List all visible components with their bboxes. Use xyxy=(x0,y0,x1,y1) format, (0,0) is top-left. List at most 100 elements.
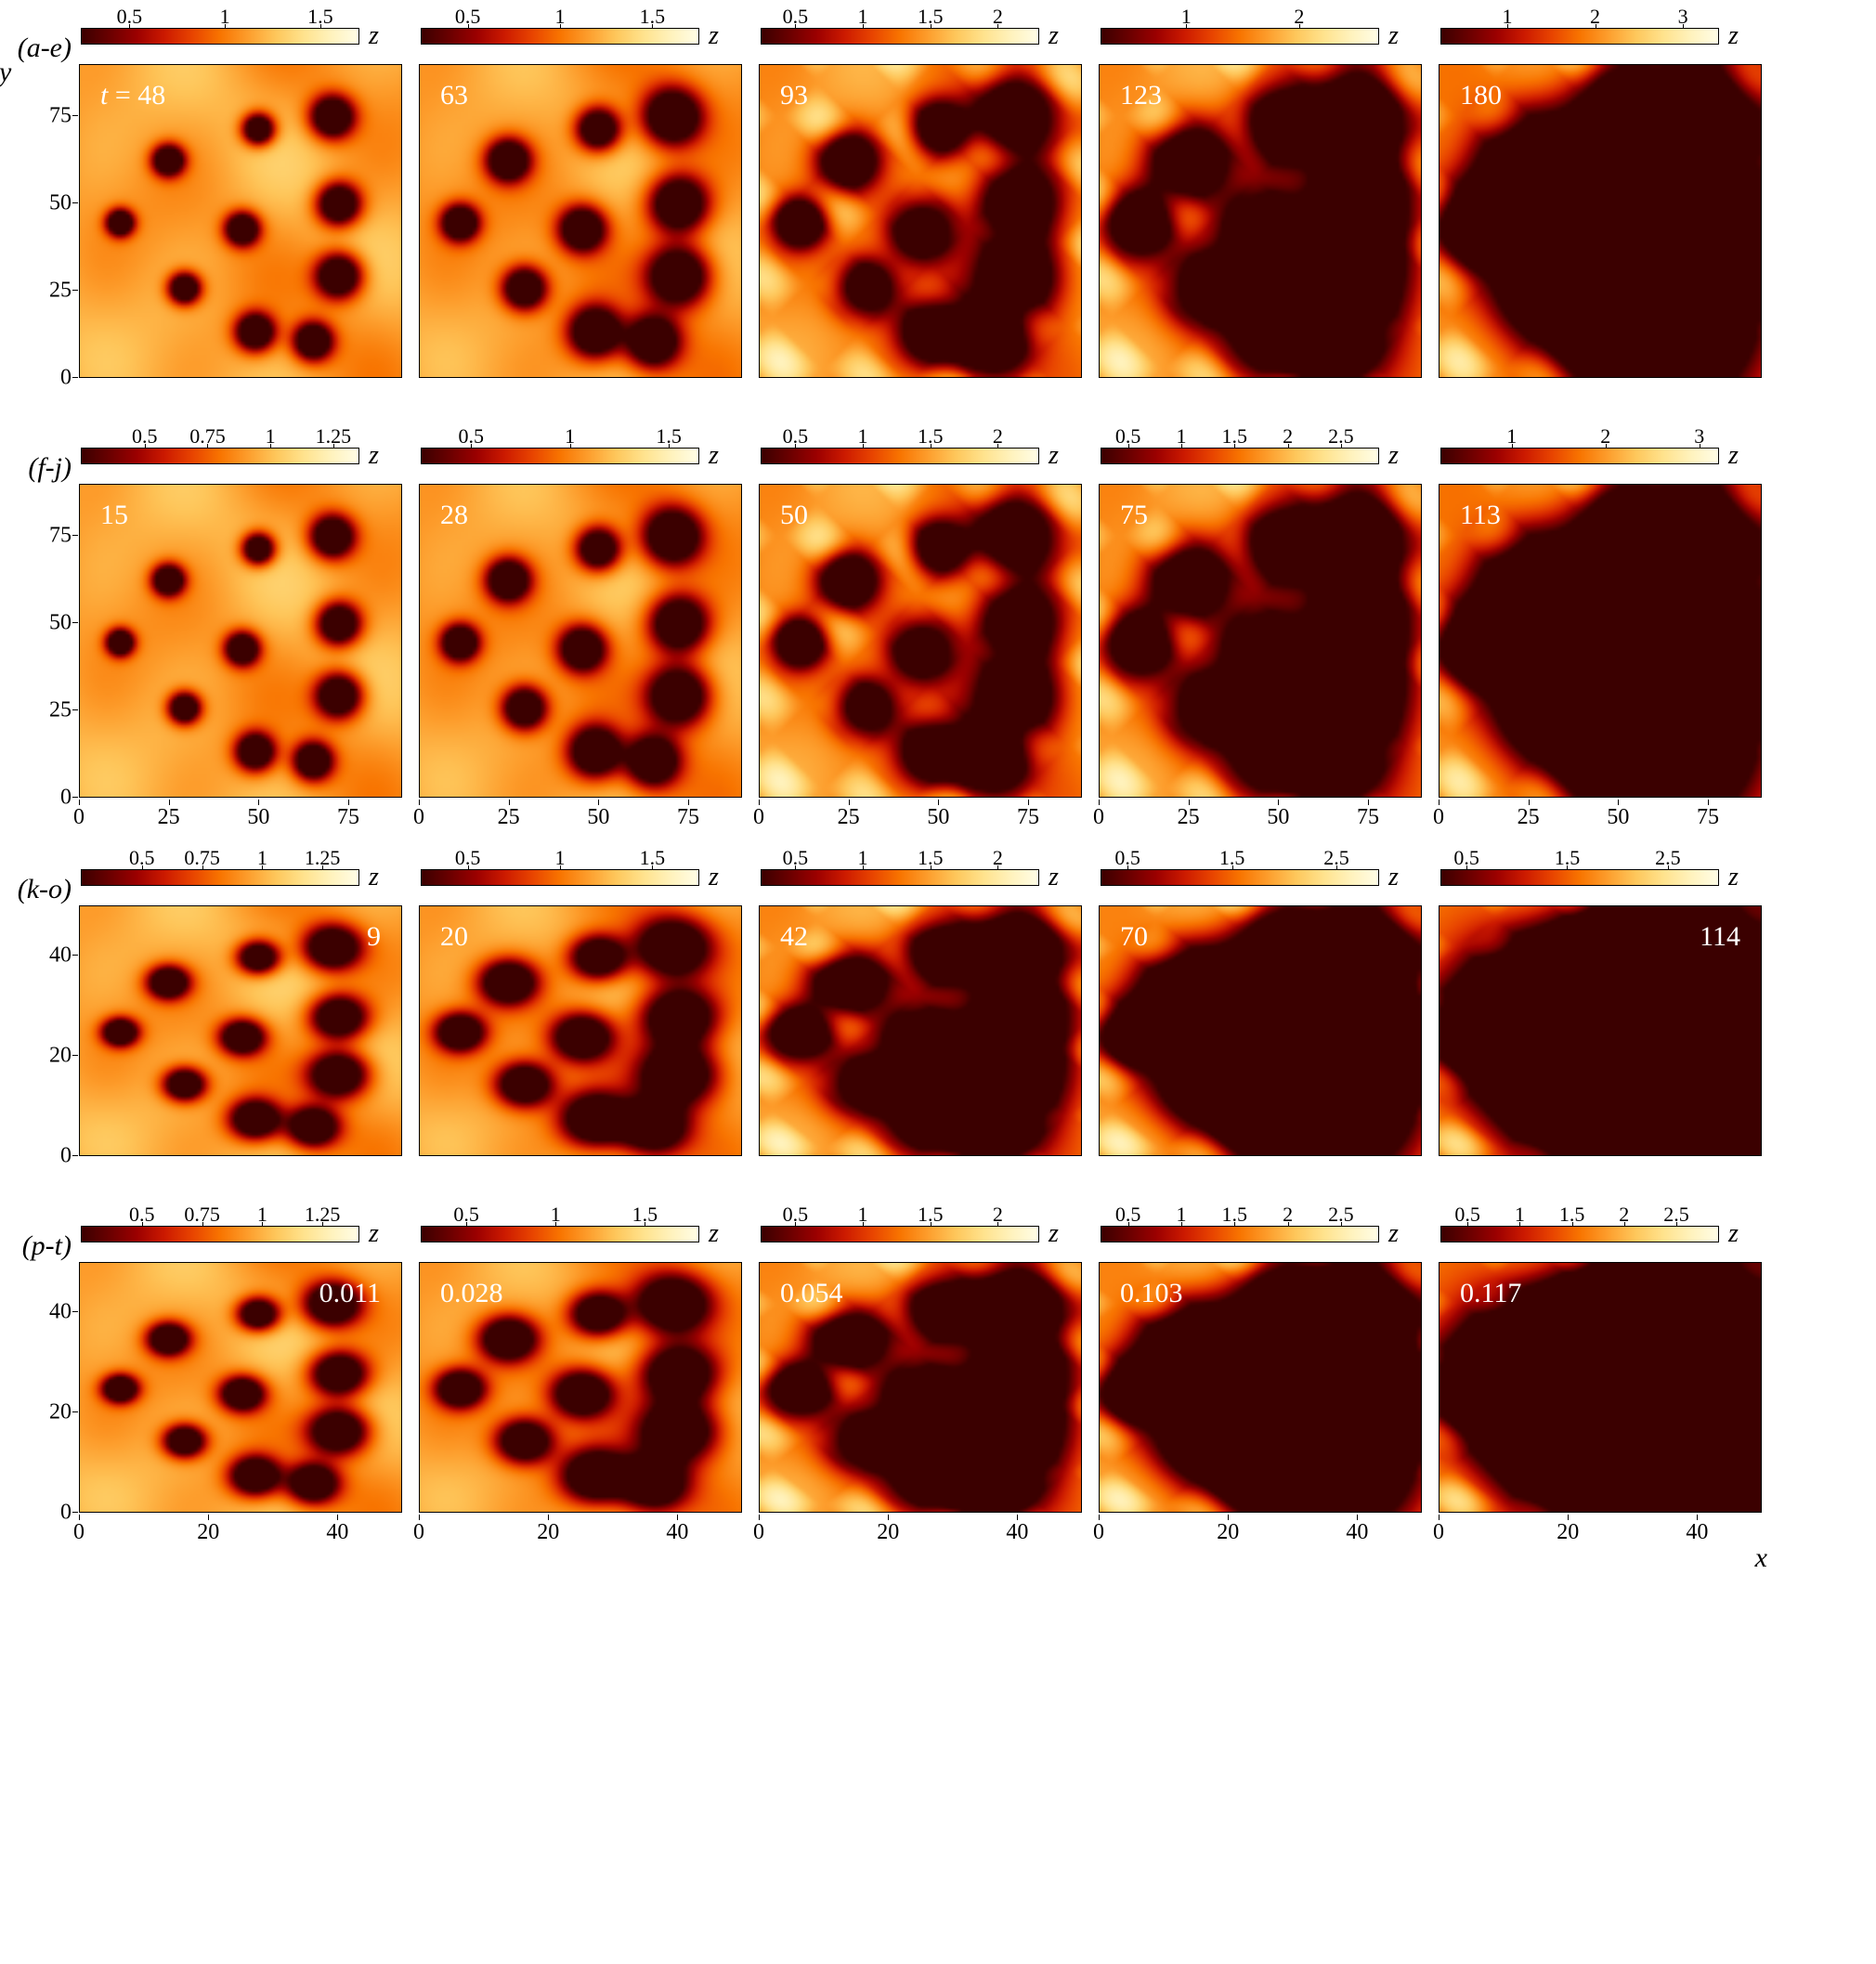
x-tick-label: 0 xyxy=(413,805,424,830)
heatmap: 75 xyxy=(1099,484,1422,798)
row-label: (p-t) xyxy=(14,1230,79,1262)
x-tick-mark xyxy=(1568,1515,1569,1520)
panel-overlay-label: 75 xyxy=(1120,500,1148,531)
z-axis-label: z xyxy=(709,863,719,892)
x-tick-mark xyxy=(169,800,170,805)
x-tick-label: 20 xyxy=(1557,1520,1579,1545)
z-axis-label: z xyxy=(369,441,379,471)
panel-overlay-label: 93 xyxy=(780,80,808,111)
heatmap: 180 xyxy=(1439,64,1762,378)
panel: 0.511.522.5z0.10302040 xyxy=(1099,1212,1422,1513)
row-label: (k-o) xyxy=(14,874,79,905)
colorbar-wrap: 0.511.5z xyxy=(79,14,402,59)
colorbar-tick-label: 1.5 xyxy=(918,1203,944,1227)
panels-container: 0.50.7511.25 z 15025507502550750.511.5z280… xyxy=(79,434,1762,798)
colorbar-tick-label: 1.25 xyxy=(305,846,341,870)
x-tick-mark xyxy=(348,800,349,805)
colorbar-wrap: 0.511.52z xyxy=(759,14,1082,59)
x-tick-label: 0 xyxy=(1093,1520,1104,1545)
colorbar-tick-label: 0.5 xyxy=(129,846,155,870)
heatmap: 50 xyxy=(759,484,1082,798)
colorbar-tick-label: 1 xyxy=(220,5,230,29)
x-tick-label: 0 xyxy=(753,805,764,830)
y-tick-label: 0 xyxy=(60,1501,72,1526)
colorbar-tick-label: 1.5 xyxy=(656,424,682,449)
x-tick-label: 40 xyxy=(666,1520,688,1545)
x-tick-label: 20 xyxy=(537,1520,559,1545)
panel-overlay-label: 42 xyxy=(780,921,808,953)
x-tick-mark xyxy=(1099,1515,1100,1520)
x-axis: 02040 xyxy=(1439,1515,1762,1546)
colorbar-tick-label: 2 xyxy=(993,5,1003,29)
panel: 0.511.5z280255075 xyxy=(419,434,742,798)
colorbar-wrap: 0.511.5z xyxy=(419,14,742,59)
x-tick-label: 20 xyxy=(1217,1520,1239,1545)
colorbar-tick-label: 1.5 xyxy=(307,5,333,29)
x-axis: 0255075 xyxy=(1099,800,1422,831)
panel-overlay-label: 114 xyxy=(1700,921,1740,953)
x-tick-label: 25 xyxy=(158,805,180,830)
z-axis-label: z xyxy=(1388,21,1399,51)
x-axis: 0255075 xyxy=(1439,800,1762,831)
y-tick-mark xyxy=(72,115,78,116)
z-axis-label: z xyxy=(1388,1219,1399,1249)
z-axis-label: z xyxy=(369,1219,379,1249)
colorbar: 0.511.5 xyxy=(421,869,699,886)
x-tick-mark xyxy=(759,1515,760,1520)
colorbar-tick-label: 1 xyxy=(858,424,868,449)
colorbar-tick-label: 1 xyxy=(555,5,566,29)
colorbar: 0.511.52 xyxy=(761,869,1039,886)
colorbar-tick-label: 2 xyxy=(993,846,1003,870)
row-1: (f-j)0.50.7511.25z15025507502550750.511.… xyxy=(14,434,1862,798)
colorbar-tick-label: 0.5 xyxy=(129,1203,155,1227)
colorbar-tick-label: 0.5 xyxy=(1114,846,1140,870)
panel: 0.511.522.5z0.11702040x xyxy=(1439,1212,1762,1513)
heatmap: 113 xyxy=(1439,484,1762,798)
colorbar-tick-label: 1.25 xyxy=(316,424,352,449)
colorbar-tick-label: 1 xyxy=(565,424,575,449)
panel: 0.511.5 z 20 xyxy=(419,855,742,1156)
colorbar-tick-label: 1 xyxy=(266,424,276,449)
colorbar-tick-label: 0.5 xyxy=(458,424,484,449)
colorbar-tick-label: 0.5 xyxy=(132,424,158,449)
colorbar-tick-label: 1.5 xyxy=(1555,846,1581,870)
colorbar-tick-label: 1.5 xyxy=(632,1203,658,1227)
z-axis-label: z xyxy=(1049,21,1059,51)
panel: 0.50.7511.25z0.0110204002040 xyxy=(79,1212,402,1513)
z-axis-label: z xyxy=(1728,1219,1739,1249)
y-tick-mark xyxy=(72,202,78,203)
x-tick-mark xyxy=(1618,800,1619,805)
y-axis: 02040 xyxy=(33,1262,77,1513)
colorbar-tick-label: 2 xyxy=(1283,424,1293,449)
heatmap: 123 xyxy=(1099,64,1422,378)
colorbar-tick-label: 1 xyxy=(555,846,566,870)
y-tick-mark xyxy=(72,377,78,378)
colorbar-tick-label: 1.5 xyxy=(1219,846,1245,870)
panel-overlay-label: 20 xyxy=(440,921,468,953)
panel: 0.50.7511.25z902040 xyxy=(79,855,402,1156)
colorbar-tick-label: 2 xyxy=(993,424,1003,449)
colorbar-tick-label: 0.75 xyxy=(184,1203,220,1227)
heatmap-wrap: 123 xyxy=(1099,64,1422,378)
x-axis-label: x xyxy=(1755,1542,1767,1574)
colorbar-tick-label: 1 xyxy=(858,5,868,29)
y-axis: 0255075 xyxy=(33,484,77,798)
colorbar-tick-label: 1.5 xyxy=(640,5,666,29)
colorbar-wrap: 0.511.522.5z xyxy=(1099,434,1422,478)
y-tick-mark xyxy=(72,955,78,956)
z-axis-label: z xyxy=(709,21,719,51)
x-tick-mark xyxy=(1017,1515,1018,1520)
colorbar-tick-label: 0.5 xyxy=(455,5,481,29)
y-tick-label: 40 xyxy=(49,1300,72,1325)
row-label: (f-j) xyxy=(14,452,79,484)
colorbar: 0.50.7511.25 xyxy=(81,448,359,464)
y-tick-mark xyxy=(72,709,78,710)
z-axis-label: z xyxy=(369,863,379,892)
colorbar-tick-label: 0.5 xyxy=(1453,846,1479,870)
heatmap-wrap: 1502550750255075 xyxy=(79,484,402,798)
panel-overlay-label: t = 48 xyxy=(100,80,165,111)
colorbar-tick-label: 1.5 xyxy=(640,846,666,870)
colorbar-wrap: 0.51.52.5z xyxy=(1099,855,1422,900)
x-tick-label: 0 xyxy=(73,1520,85,1545)
colorbar-wrap: 0.511.5 z xyxy=(419,855,742,900)
